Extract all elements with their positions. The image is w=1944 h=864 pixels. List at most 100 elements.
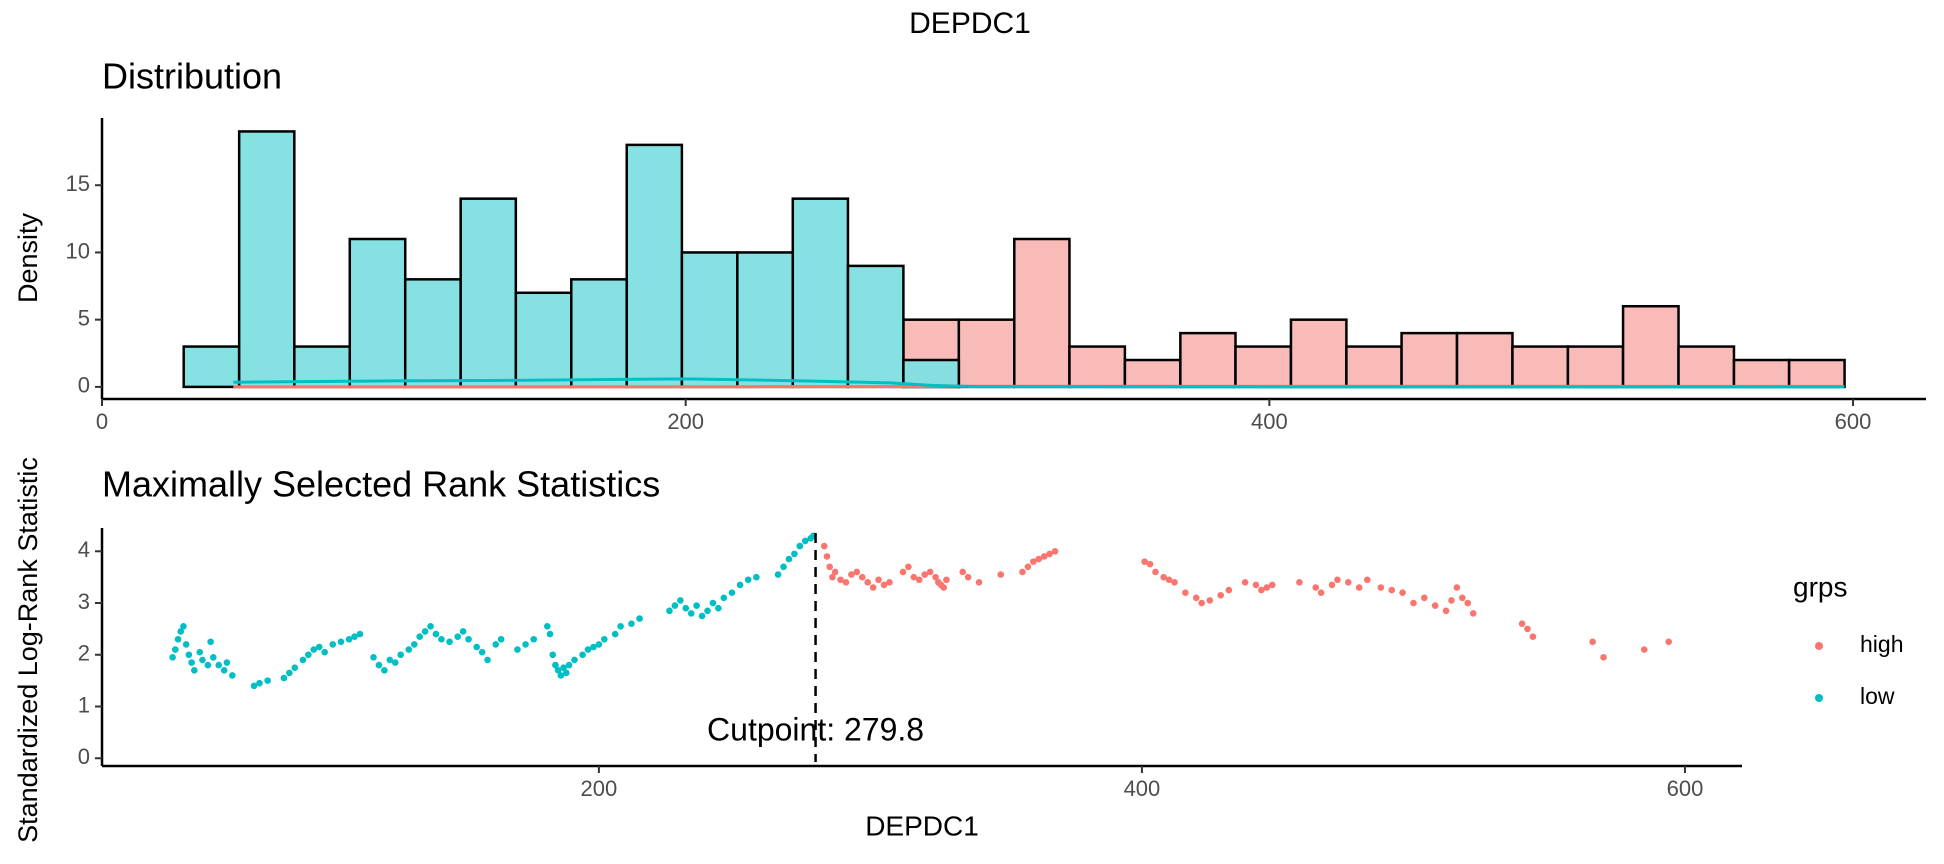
scatter-point: [446, 638, 453, 646]
scatter-point: [522, 641, 529, 648]
scatter-point: [864, 579, 871, 586]
scatter-point: [693, 602, 700, 609]
scatter-point: [220, 666, 228, 674]
y-tick-label: 5: [78, 305, 90, 330]
histogram-bar: [403, 278, 462, 389]
scatter-point: [1225, 586, 1233, 594]
legend-label: low: [1860, 683, 1895, 709]
scatter-point: [666, 607, 673, 615]
scatter-point: [215, 661, 223, 669]
y-tick-label: 1: [78, 692, 90, 717]
histogram-bar: [237, 130, 296, 389]
scatter-point: [381, 666, 388, 674]
scatter-point: [1024, 563, 1032, 571]
histogram-bar: [1566, 345, 1625, 389]
scatter-point: [177, 628, 185, 635]
scatter-point: [1019, 568, 1026, 576]
y-tick-label: 10: [66, 238, 90, 263]
scatter-point: [560, 664, 567, 671]
x-tick-label: 200: [581, 776, 618, 801]
histogram-bar: [680, 251, 739, 389]
scatter-point: [432, 630, 440, 638]
histogram-bar: [1289, 318, 1348, 389]
scatter-point: [1421, 594, 1428, 602]
scatter-point: [858, 573, 866, 581]
scatter-point: [1258, 586, 1265, 594]
scatter-point: [375, 661, 383, 669]
scatter-point: [1268, 581, 1276, 589]
scatter-point: [264, 677, 271, 684]
scatter-point: [791, 550, 798, 558]
scatter-point: [191, 666, 198, 674]
scatter-point: [1529, 633, 1537, 640]
histogram-bar: [1787, 358, 1846, 389]
scatter-point: [728, 589, 736, 596]
y-tick-label: 15: [66, 171, 90, 196]
scatter-point: [1600, 654, 1607, 661]
density-line: [233, 377, 1845, 389]
histogram-bar: [348, 237, 407, 389]
scatter-point: [687, 610, 695, 617]
scatter-point: [1046, 550, 1053, 558]
scatter-point: [315, 643, 323, 651]
scatter-point: [1263, 584, 1271, 591]
histogram-bar: [1345, 345, 1403, 389]
scatter-point: [478, 648, 486, 656]
scatter-point: [188, 659, 195, 666]
scatter-point: [964, 573, 972, 581]
scatter-point: [421, 628, 429, 635]
scatter-point: [886, 579, 893, 586]
scatter-point: [785, 555, 793, 563]
scatter-point: [1448, 597, 1455, 604]
scatter-point: [975, 579, 983, 586]
scatter-point: [351, 633, 358, 640]
scatter-point: [1665, 638, 1672, 646]
scatter-point: [459, 628, 467, 635]
histogram-bar: [736, 251, 795, 389]
scatter-point: [842, 579, 850, 586]
scatter-point: [698, 612, 706, 620]
y-axis-label: Standardized Log-Rank Statistic: [13, 457, 43, 843]
scatter-point: [427, 623, 434, 630]
scatter-point: [1524, 625, 1531, 633]
histogram-bar: [1123, 358, 1182, 389]
scatter-point: [1459, 594, 1466, 602]
scatter-point: [959, 568, 967, 576]
scatter-point: [826, 563, 833, 571]
scatter-point: [1160, 573, 1167, 581]
scatter-point: [484, 656, 491, 664]
histogram-bar: [1732, 358, 1791, 389]
scatter-point: [370, 654, 377, 661]
scatter-point: [256, 679, 263, 687]
scatter-point: [601, 635, 608, 643]
scatter-point: [397, 651, 404, 659]
scatter-point: [329, 641, 337, 648]
scatter-point: [1453, 584, 1461, 591]
scatter-point: [1217, 591, 1224, 599]
scatter-point: [172, 646, 179, 653]
x-axis-label: DEPDC1: [865, 810, 979, 841]
scatter-point: [1165, 576, 1173, 584]
scatter-point: [590, 643, 597, 651]
scatter-point: [1344, 579, 1352, 586]
cutpoint-label: Cutpoint: 279.8: [707, 711, 924, 747]
y-axis-label: Density: [13, 212, 43, 303]
scatter-point: [677, 597, 684, 604]
scatter-point: [299, 656, 307, 664]
scatter-point: [1141, 558, 1148, 565]
scatter-point: [617, 623, 624, 630]
scatter-point: [796, 542, 804, 550]
scatter-point: [543, 623, 551, 630]
scatter-point: [345, 635, 353, 643]
scatter-point: [1040, 553, 1048, 560]
scatter-point: [636, 615, 643, 622]
scatter-point: [337, 638, 345, 646]
scatter-point: [910, 573, 918, 581]
scatter-point: [169, 654, 176, 661]
scatter-point: [554, 666, 562, 674]
histogram-bar: [570, 278, 628, 389]
scatter-point: [831, 568, 839, 576]
legend-label: high: [1860, 631, 1903, 657]
legend-swatch: [1815, 642, 1823, 650]
